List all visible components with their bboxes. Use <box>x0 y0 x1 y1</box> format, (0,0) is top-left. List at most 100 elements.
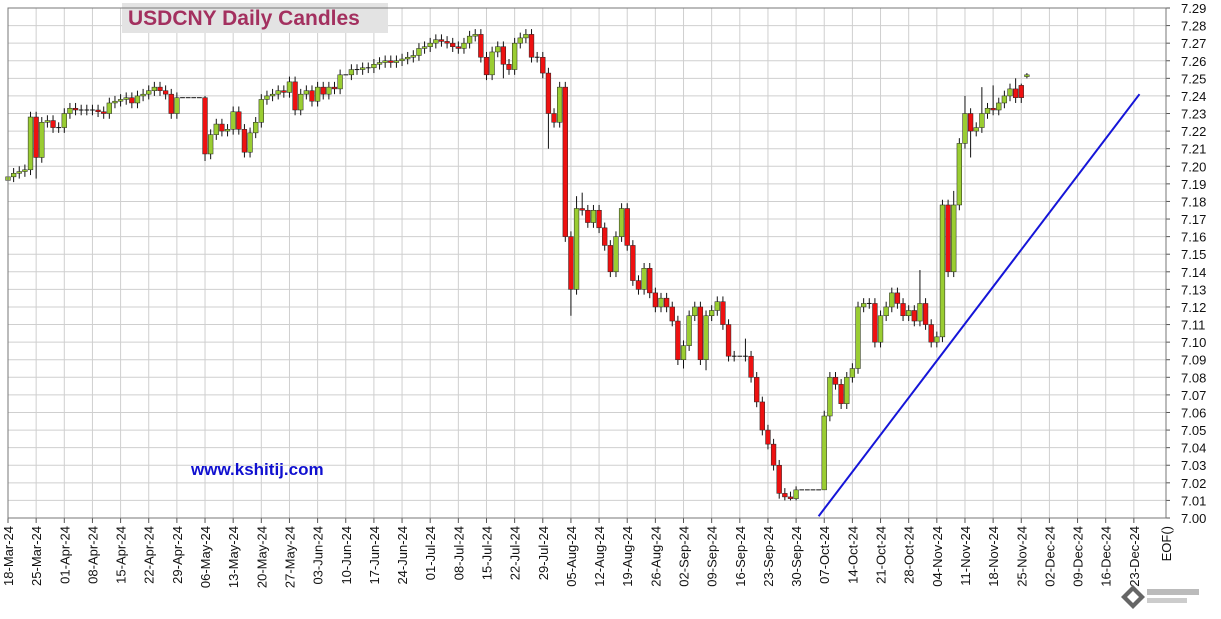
candle-body <box>917 303 923 322</box>
candle-body <box>224 129 231 132</box>
x-tick-label: 23-Sep-24 <box>761 526 776 587</box>
candle-body <box>900 303 906 317</box>
candle-body <box>934 336 940 343</box>
y-tick-label: 7.29 <box>1181 1 1206 16</box>
x-tick-label: 02-Sep-24 <box>677 526 692 587</box>
candle-body <box>309 90 315 102</box>
candle-body <box>647 268 653 294</box>
candle-body <box>117 99 124 102</box>
y-tick-label: 7.20 <box>1181 159 1206 174</box>
candle-body <box>697 306 704 360</box>
candle-body <box>534 56 540 58</box>
y-tick-label: 7.13 <box>1181 282 1206 297</box>
x-tick-label: 01-Apr-24 <box>57 526 72 584</box>
candle-body <box>973 127 979 132</box>
candle-body <box>523 34 529 39</box>
candle-body <box>84 109 90 111</box>
candle-body <box>303 90 309 95</box>
candle-body <box>844 377 850 404</box>
candle-body <box>709 310 715 317</box>
candle-body <box>269 93 276 97</box>
candle-body <box>827 377 833 417</box>
candle-body <box>405 56 411 60</box>
candle-body <box>669 306 675 322</box>
candle-body <box>658 297 664 308</box>
candle-body <box>889 292 895 308</box>
candle-body <box>776 464 782 494</box>
candle-body <box>489 51 495 76</box>
candle-body <box>787 496 794 499</box>
x-tick-label: 25-Mar-24 <box>29 526 44 586</box>
x-tick-label: 03-Jun-24 <box>311 526 326 585</box>
candle-body <box>613 236 619 273</box>
candle-body <box>337 74 343 90</box>
candle-body <box>607 245 613 273</box>
candle-body <box>67 107 73 114</box>
candle-body <box>427 42 433 47</box>
candle-body <box>731 355 737 357</box>
candle-body <box>140 93 146 97</box>
candle-body <box>247 132 253 153</box>
candle-body <box>618 208 625 237</box>
candle-body <box>202 97 208 155</box>
candle-body <box>253 122 259 134</box>
candle-body <box>112 100 118 104</box>
logo-bar <box>1147 589 1199 595</box>
y-tick-label: 7.09 <box>1181 353 1206 368</box>
candle-body <box>635 280 642 290</box>
candle-body <box>737 355 743 357</box>
candle-body <box>78 109 84 111</box>
candle-body <box>720 301 726 325</box>
candle-body <box>990 107 996 111</box>
candle-body <box>433 39 439 44</box>
candle-body <box>281 90 287 93</box>
candle-body <box>314 86 321 102</box>
candle-body <box>883 306 889 317</box>
candle-body <box>129 97 135 104</box>
candle-body <box>872 303 878 343</box>
x-tick-label: 08-Jul-24 <box>451 526 466 580</box>
y-tick-label: 7.00 <box>1181 511 1206 526</box>
x-tick-label: 14-Oct-24 <box>845 526 860 584</box>
candle-body <box>61 113 67 128</box>
candle-body <box>461 42 467 49</box>
candle-body <box>821 415 827 491</box>
candle-body <box>928 324 934 343</box>
candle-body <box>545 72 552 114</box>
candle-body <box>996 102 1002 111</box>
candle-body <box>230 111 236 130</box>
candle-body <box>528 34 535 58</box>
candle-body <box>331 86 338 90</box>
candle-body <box>320 86 326 95</box>
candle-body <box>759 401 765 431</box>
logo-inner <box>1127 591 1139 603</box>
x-end-label: EOF() <box>1159 526 1174 561</box>
x-tick-label: 04-Nov-24 <box>930 526 945 587</box>
x-tick-label: 09-Sep-24 <box>705 526 720 587</box>
candle-body <box>1024 74 1030 77</box>
candle-body <box>562 86 568 237</box>
x-tick-label: 18-Mar-24 <box>1 526 16 586</box>
x-tick-label: 29-Jul-24 <box>536 526 551 580</box>
candle-body <box>16 171 22 174</box>
candle-body <box>962 113 968 144</box>
x-tick-label: 18-Nov-24 <box>986 526 1001 587</box>
candle-body <box>264 95 270 100</box>
y-tick-label: 7.04 <box>1181 441 1206 456</box>
x-tick-label: 19-Aug-24 <box>620 526 635 587</box>
candle-body <box>810 489 816 491</box>
candle-body <box>376 62 383 65</box>
candle-body <box>191 97 197 99</box>
candle-body <box>725 324 732 357</box>
candle-body <box>861 303 867 308</box>
candle-body <box>416 48 422 56</box>
candle-body <box>956 143 962 206</box>
y-tick-label: 7.02 <box>1181 476 1206 491</box>
y-tick-label: 7.19 <box>1181 177 1206 192</box>
y-tick-label: 7.25 <box>1181 71 1206 86</box>
candle-body <box>33 116 39 158</box>
candle-body <box>703 315 709 360</box>
y-tick-label: 7.01 <box>1181 493 1206 508</box>
y-tick-label: 7.26 <box>1181 54 1206 69</box>
